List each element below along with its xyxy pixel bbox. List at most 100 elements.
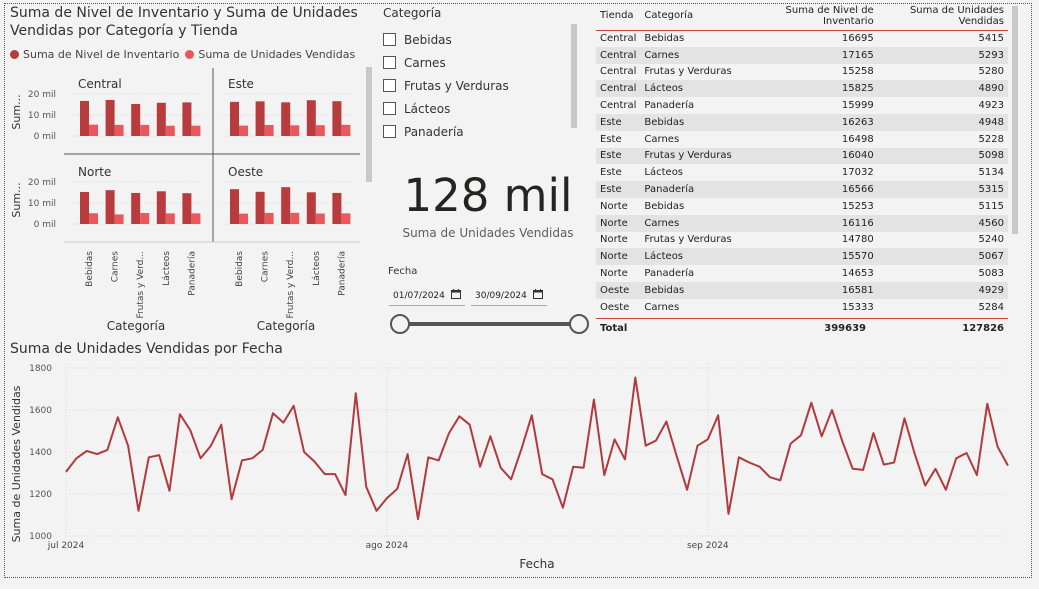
table-row[interactable]: Este Carnes 16498 5228: [596, 131, 1008, 148]
bar-unidades[interactable]: [341, 213, 351, 224]
table-row[interactable]: Norte Carnes 16116 4560: [596, 214, 1008, 232]
date-start-input[interactable]: 01/07/2024: [389, 286, 465, 306]
table-row[interactable]: Este Lácteos 17032 5134: [596, 164, 1008, 181]
bar-inventario[interactable]: [306, 192, 316, 224]
bar-unidades[interactable]: [290, 125, 300, 136]
date-range-handle-end[interactable]: [569, 314, 589, 334]
bar-inventario[interactable]: [281, 102, 291, 136]
table-row[interactable]: Central Bebidas 16695 5415: [596, 30, 1008, 47]
bar-unidades[interactable]: [239, 125, 248, 136]
cell-tienda: Norte: [596, 248, 641, 266]
bar-inventario[interactable]: [182, 193, 192, 224]
table-row[interactable]: Norte Frutas y Verduras 14780 5240: [596, 232, 1008, 249]
bar-inventario[interactable]: [255, 101, 265, 136]
table-row[interactable]: Norte Bebidas 15253 5115: [596, 198, 1008, 215]
small-multiples-visual[interactable]: Suma de Nivel de Inventario y Suma de Un…: [8, 2, 376, 337]
bar-unidades[interactable]: [89, 124, 98, 136]
bar-unidades[interactable]: [140, 124, 150, 136]
matrix-header-categoria[interactable]: Categoría: [644, 10, 694, 22]
slicer-item[interactable]: Panadería: [383, 120, 579, 143]
checkbox[interactable]: [383, 102, 396, 115]
cell-unidades: 4560: [877, 214, 1008, 232]
slicer-item[interactable]: Lácteos: [383, 97, 579, 120]
matrix-header-unidades[interactable]: Suma de Unidades Vendidas: [909, 4, 1004, 27]
bar-unidades[interactable]: [239, 213, 248, 224]
table-row[interactable]: Central Panadería 15999 4923: [596, 97, 1008, 114]
cell-tienda: Oeste: [600, 301, 630, 313]
bar-inventario[interactable]: [255, 191, 265, 224]
checkbox[interactable]: [383, 125, 396, 138]
line-chart-visual[interactable]: Suma de Unidades Vendidas por Fecha 1000…: [8, 338, 1018, 576]
date-range-handle-start[interactable]: [390, 314, 410, 334]
small-multiples-scrollbar[interactable]: [366, 67, 372, 182]
bar-unidades[interactable]: [315, 125, 325, 136]
bar-inventario[interactable]: [182, 102, 192, 136]
bar-inventario[interactable]: [105, 190, 115, 224]
x-tick-label: Carnes: [261, 251, 271, 283]
bar-inventario[interactable]: [156, 191, 166, 224]
calendar-icon[interactable]: [533, 289, 543, 302]
bar-inventario[interactable]: [80, 191, 89, 224]
matrix-header-inventario[interactable]: Suma de Nivel de Inventario: [785, 4, 874, 27]
series-line-unidades[interactable]: [65, 376, 1009, 521]
table-row[interactable]: Este Bebidas 16263 4948: [596, 113, 1008, 131]
bar-inventario[interactable]: [105, 99, 115, 136]
bar-unidades[interactable]: [191, 213, 201, 224]
checkbox[interactable]: [383, 33, 396, 46]
checkbox[interactable]: [383, 79, 396, 92]
table-row[interactable]: Este Frutas y Verduras 16040 5098: [596, 147, 1008, 165]
cell-categoria: Frutas y Verduras: [644, 66, 732, 78]
table-row[interactable]: Central Lácteos 15825 4890: [596, 80, 1008, 98]
cell-inventario: 15258: [841, 66, 874, 78]
panel-title: Este: [228, 77, 254, 91]
cell-categoria: Carnes: [640, 46, 736, 64]
bar-unidades[interactable]: [290, 212, 300, 224]
slicer-scrollbar[interactable]: [571, 24, 577, 128]
matrix-header-tienda[interactable]: Tienda: [600, 10, 634, 22]
date-range-track[interactable]: [400, 322, 580, 326]
matrix-scrollbar[interactable]: [1012, 6, 1018, 234]
slicer-item[interactable]: Frutas y Verduras: [383, 74, 579, 97]
bar-unidades[interactable]: [341, 124, 351, 136]
table-row[interactable]: Este Panadería 16566 5315: [596, 181, 1008, 198]
bar-unidades[interactable]: [165, 213, 175, 224]
bar-inventario[interactable]: [80, 100, 89, 136]
table-row[interactable]: Oeste Carnes 15333 5284: [596, 299, 1008, 316]
bar-unidades[interactable]: [191, 125, 201, 136]
table-row[interactable]: Norte Lácteos 15570 5067: [596, 248, 1008, 266]
bar-inventario[interactable]: [332, 101, 342, 136]
checkbox[interactable]: [383, 56, 396, 69]
table-row[interactable]: Central Frutas y Verduras 15258 5280: [596, 64, 1008, 81]
bar-inventario[interactable]: [306, 100, 316, 136]
table-row[interactable]: Oeste Bebidas 16581 4929: [596, 281, 1008, 299]
bar-unidades[interactable]: [114, 214, 124, 224]
date-end-input[interactable]: 30/09/2024: [471, 286, 547, 306]
table-row[interactable]: Central Carnes 17165 5293: [596, 46, 1008, 64]
cell-categoria: Carnes: [640, 214, 736, 232]
matrix-total-row: Total 399639 127826: [596, 318, 1008, 338]
bar-inventario[interactable]: [230, 101, 239, 136]
calendar-icon[interactable]: [451, 289, 461, 302]
bar-unidades[interactable]: [89, 213, 98, 224]
bar-inventario[interactable]: [230, 189, 239, 224]
bar-inventario[interactable]: [332, 192, 342, 224]
slicer-item[interactable]: Carnes: [383, 51, 579, 74]
table-row[interactable]: Norte Panadería 14653 5083: [596, 265, 1008, 282]
slicer-item[interactable]: Bebidas: [383, 28, 579, 51]
cell-categoria: Bebidas: [640, 281, 736, 299]
bar-inventario[interactable]: [131, 192, 141, 224]
legend-label-unidades[interactable]: Suma de Unidades Vendidas: [198, 48, 356, 61]
bar-unidades[interactable]: [140, 212, 150, 224]
bar-inventario[interactable]: [131, 103, 141, 136]
bar-inventario[interactable]: [156, 102, 166, 136]
cell-unidades: 5098: [877, 147, 1008, 165]
bar-unidades[interactable]: [264, 125, 274, 136]
bar-unidades[interactable]: [315, 213, 325, 225]
bar-unidades[interactable]: [114, 124, 124, 136]
bar-unidades[interactable]: [165, 125, 175, 136]
bar-unidades[interactable]: [264, 212, 274, 224]
x-axis-title: Categoría: [257, 319, 315, 333]
date-slicer-title: Fecha: [388, 266, 418, 277]
bar-inventario[interactable]: [281, 187, 291, 224]
legend-label-inventario[interactable]: Suma de Nivel de Inventario: [23, 48, 180, 61]
